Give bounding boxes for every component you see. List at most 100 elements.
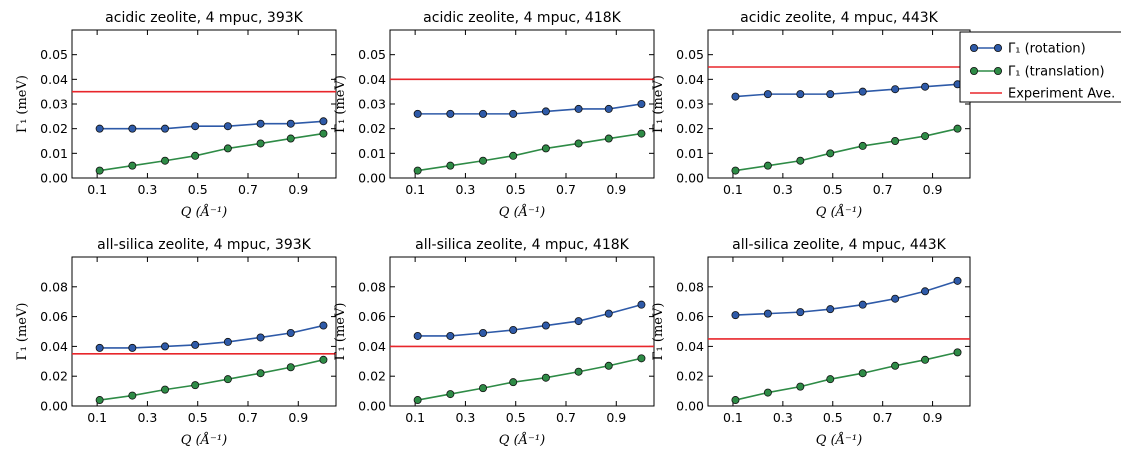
panel-title: acidic zeolite, 4 mpuc, 418K: [423, 10, 621, 26]
x-tick-label: 0.9: [606, 182, 626, 197]
translation-point: [763, 161, 772, 170]
rotation-series-line: [99, 120, 324, 130]
legend-translation-label: Γ₁ (translation): [1008, 65, 1105, 80]
translation-point: [446, 390, 455, 399]
translation-point: [191, 151, 200, 160]
rotation-series-line: [735, 280, 958, 316]
translation-point: [541, 144, 550, 153]
translation-point: [256, 139, 265, 148]
rotation-point: [891, 294, 900, 303]
x-tick-label: 0.9: [923, 410, 943, 425]
translation-point: [223, 375, 232, 384]
rotation-point: [604, 309, 613, 318]
rotation-series-line: [735, 83, 958, 98]
legend-box: [959, 31, 1121, 103]
y-axis-label: Γ₁ (meV): [15, 75, 30, 133]
x-tick-label: 0.9: [606, 410, 626, 425]
y-tick-label: 0.05: [676, 47, 704, 62]
y-tick-label: 0.00: [40, 399, 68, 414]
y-axis-label: Γ₁ (meV): [333, 303, 348, 361]
rotation-point: [223, 337, 232, 346]
translation-point: [446, 161, 455, 170]
translation-point: [826, 375, 835, 384]
translation-point: [319, 129, 328, 138]
rotation-series-line: [417, 303, 642, 337]
x-tick-label: 0.7: [238, 182, 258, 197]
translation-point: [541, 373, 550, 382]
y-tick-label: 0.00: [676, 399, 704, 414]
x-tick-label: 0.3: [137, 182, 157, 197]
panel-title: acidic zeolite, 4 mpuc, 443K: [740, 10, 938, 26]
translation-point: [763, 388, 772, 397]
rotation-point: [604, 104, 613, 113]
rotation-point: [796, 308, 805, 317]
y-tick-label: 0.04: [358, 339, 386, 354]
y-tick-label: 0.00: [358, 171, 386, 186]
rotation-point: [637, 300, 646, 309]
panel-3: acidic zeolite, 4 mpuc, 443K 0.00 0.01 0.02…: [651, 10, 971, 220]
y-tick-label: 0.02: [676, 369, 704, 384]
translation-point: [191, 381, 200, 390]
translation-point: [574, 367, 583, 376]
translation-point: [256, 369, 265, 378]
x-tick-label: 0.7: [556, 182, 576, 197]
translation-point: [574, 139, 583, 148]
rotation-point: [413, 109, 422, 118]
rotation-point: [763, 309, 772, 318]
y-tick-label: 0.05: [358, 47, 386, 62]
legend-translation-marker: [994, 67, 1003, 76]
rotation-point: [858, 87, 867, 96]
rotation-point: [413, 331, 422, 340]
x-tick-label: 0.7: [238, 410, 258, 425]
y-tick-label: 0.02: [40, 121, 68, 136]
y-tick-label: 0.03: [40, 97, 68, 112]
translation-point: [95, 166, 104, 175]
translation-point: [509, 151, 518, 160]
translation-point: [921, 132, 930, 141]
x-tick-label: 0.7: [556, 410, 576, 425]
translation-series-line: [99, 359, 324, 401]
rotation-point: [446, 109, 455, 118]
x-tick-label: 0.9: [288, 182, 308, 197]
y-tick-label: 0.06: [40, 309, 68, 324]
translation-point: [731, 166, 740, 175]
x-axis-label: Q (Å⁻¹): [499, 432, 545, 448]
translation-point: [128, 161, 137, 170]
legend: Γ₁ (rotation) Γ₁ (translation) Experiment …: [959, 31, 1121, 103]
translation-point: [891, 361, 900, 370]
y-tick-label: 0.06: [358, 309, 386, 324]
rotation-point: [541, 321, 550, 330]
plot-frame: [71, 256, 337, 407]
translation-series-line: [417, 132, 642, 172]
x-tick-label: 0.5: [188, 410, 208, 425]
translation-point: [479, 156, 488, 165]
y-axis-label: Γ₁ (meV): [15, 303, 30, 361]
translation-point: [796, 382, 805, 391]
plot-frame: [389, 256, 655, 407]
y-tick-label: 0.03: [676, 97, 704, 112]
translation-point: [509, 378, 518, 387]
rotation-point: [826, 90, 835, 99]
translation-point: [921, 355, 930, 364]
translation-point: [128, 391, 137, 400]
translation-series-line: [735, 351, 958, 401]
translation-point: [319, 355, 328, 364]
rotation-point: [921, 287, 930, 296]
x-tick-label: 0.7: [873, 410, 893, 425]
translation-point: [161, 156, 170, 165]
panel-6: all-silica zeolite, 4 mpuc, 443K 0.00 0.02…: [651, 237, 971, 448]
legend-translation-marker: [970, 67, 979, 76]
rotation-point: [796, 90, 805, 99]
plot-frame: [707, 29, 971, 179]
rotation-point: [574, 104, 583, 113]
y-tick-label: 0.01: [676, 146, 704, 161]
translation-point: [637, 354, 646, 363]
translation-point: [413, 166, 422, 175]
panel-title: all-silica zeolite, 4 mpuc, 418K: [415, 237, 629, 253]
rotation-point: [95, 124, 104, 133]
y-axis-label: Γ₁ (meV): [333, 75, 348, 133]
x-tick-label: 0.3: [455, 410, 475, 425]
y-tick-label: 0.04: [40, 72, 68, 87]
translation-point: [796, 156, 805, 165]
y-tick-label: 0.00: [40, 171, 68, 186]
